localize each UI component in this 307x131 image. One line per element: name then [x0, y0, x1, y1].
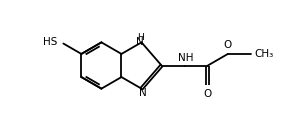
Text: CH₃: CH₃ [255, 49, 274, 59]
Text: O: O [224, 40, 232, 50]
Text: O: O [204, 89, 212, 99]
Text: N: N [139, 88, 146, 98]
Text: NH: NH [178, 53, 194, 63]
Text: HS: HS [43, 37, 57, 47]
Text: N: N [137, 37, 144, 47]
Text: H: H [137, 33, 144, 42]
